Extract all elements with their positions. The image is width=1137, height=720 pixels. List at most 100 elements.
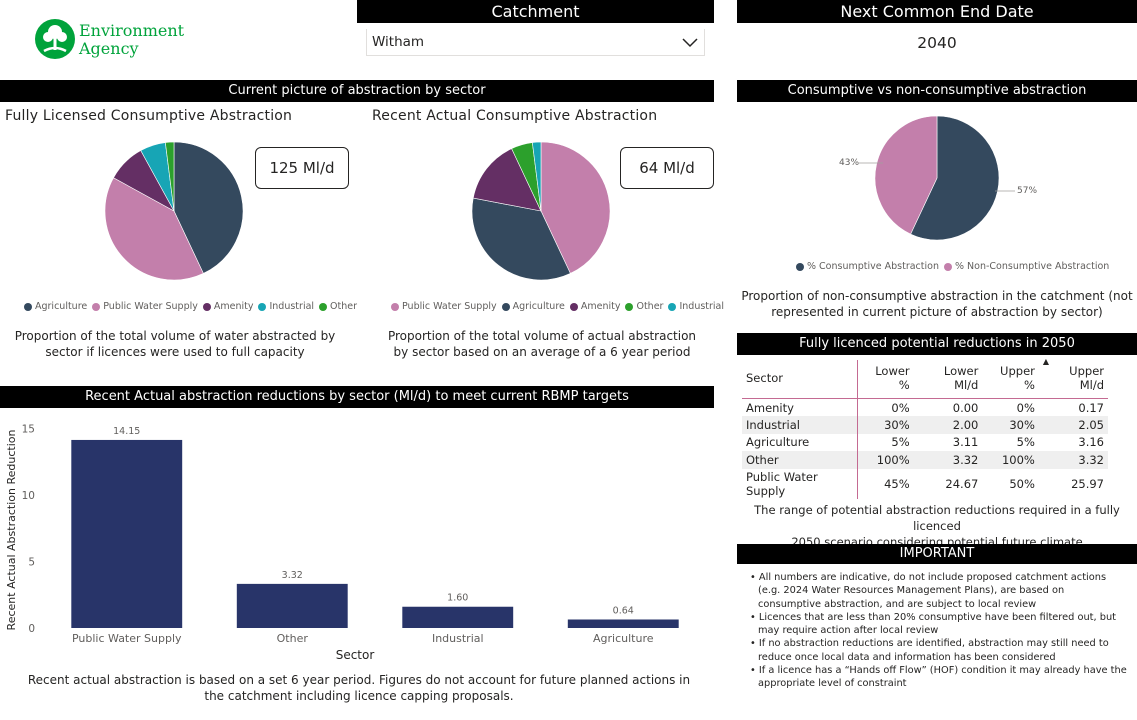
y-tick-label: 0: [28, 623, 35, 635]
table-row: Industrial 30% 2.00 30% 2.05: [742, 416, 1108, 434]
legend-item-non-consumptive-abstraction[interactable]: % Non-Consumptive Abstraction: [943, 261, 1109, 272]
y-axis-title: Recent Actual Abstraction Reduction: [5, 430, 18, 631]
legend-item-industrial[interactable]: Industrial: [668, 301, 724, 312]
cons-pie-legend: % Consumptive Abstraction % Non-Consumpti…: [796, 261, 1109, 272]
y-tick-label: 15: [22, 424, 35, 436]
legend-label: Other: [330, 301, 358, 312]
x-tick-label: Other: [277, 632, 309, 645]
licensed-caption-line2: sector if licences were used to full cap…: [45, 345, 305, 359]
logo-text-line2: Agency: [79, 39, 139, 58]
bar-public-water-supply[interactable]: [71, 439, 183, 628]
bar-other[interactable]: [236, 583, 348, 628]
legend-label: % Consumptive Abstraction: [807, 261, 939, 272]
recent-pie-legend: Public Water Supply Agriculture Amenity Oth…: [391, 301, 724, 312]
legend-item-other[interactable]: Other: [625, 301, 663, 312]
cons-vs-non-pie-chart: [874, 115, 1000, 241]
recent-caption-line1: Proportion of the total volume of actual…: [387, 329, 697, 343]
pie-slice-non-consumptive-abstraction[interactable]: [874, 115, 938, 235]
cell-upper-mld: 25.97: [1071, 476, 1104, 491]
x-axis-title: Sector: [336, 648, 375, 662]
y-tick-label: 5: [28, 557, 35, 569]
important-note: • If a licence has a “Hands off Flow” (H…: [750, 665, 1127, 690]
legend-label: Other: [636, 301, 664, 312]
legend-marker: [202, 302, 211, 311]
reductions-caption-line1: The range of potential abstraction reduc…: [754, 503, 1120, 533]
bar-industrial[interactable]: [402, 606, 514, 628]
important-note: • If no abstraction reductions are ident…: [750, 638, 1109, 663]
x-tick-label: Agriculture: [593, 632, 654, 645]
cons-vs-non-header: Consumptive vs non-consumptive abstracti…: [737, 80, 1137, 102]
legend-marker: [668, 302, 677, 311]
cell-lower-pct: 100%: [857, 451, 914, 469]
cell-upper-pct: 5%: [1016, 435, 1035, 450]
legend-marker: [569, 302, 578, 311]
legend-item-consumptive-abstraction[interactable]: % Consumptive Abstraction: [796, 261, 939, 272]
catchment-dropdown[interactable]: Witham: [366, 29, 705, 56]
col-header-upper-mld[interactable]: ▲ Upper Ml/d: [1038, 357, 1108, 399]
current-picture-header: Current picture of abstraction by sector: [0, 80, 714, 102]
recent-kpi-card: 64 Ml/d: [620, 147, 714, 189]
cell-sector: Other: [742, 451, 858, 469]
legend-label: Industrial: [269, 301, 315, 312]
cell-sector: Amenity: [742, 398, 858, 416]
pie-slice-agriculture[interactable]: [471, 197, 571, 281]
legend-item-amenity[interactable]: Amenity: [569, 301, 621, 312]
legend-label: Public Water Supply: [103, 301, 198, 312]
col-header-sector[interactable]: Sector: [742, 360, 858, 399]
cons-pie-label-right: 57%: [1017, 186, 1038, 196]
cell-upper-mld: 0.17: [1078, 400, 1104, 415]
legend-item-agriculture[interactable]: Agriculture: [501, 301, 565, 312]
pie-slice-consumptive-abstraction[interactable]: [910, 115, 1000, 241]
reductions-caption: The range of potential abstraction reduc…: [737, 502, 1137, 550]
sort-ascending-icon: ▲: [1042, 357, 1050, 366]
table-row: Other 100% 3.32 100% 3.32: [742, 451, 1108, 469]
legend-item-public-water-supply[interactable]: Public Water Supply: [391, 301, 497, 312]
important-header: IMPORTANT: [737, 544, 1137, 564]
important-note: • Licences that are less than 20% consum…: [750, 611, 1117, 637]
cell-lower-pct: 0%: [891, 400, 910, 415]
cons-caption-line2: represented in current picture of abstra…: [771, 305, 1103, 319]
legend-label: Amenity: [580, 301, 621, 312]
bar-data-label: 0.64: [613, 605, 634, 616]
pie-slice-industrial[interactable]: [532, 141, 542, 212]
legend-label: Industrial: [679, 301, 725, 312]
legend-item-agriculture[interactable]: Agriculture: [24, 301, 87, 312]
end-date-value: 2040: [917, 34, 957, 52]
legend-marker: [796, 262, 804, 271]
cell-upper-pct: 0%: [1016, 400, 1035, 415]
bar-chart-caption-line2: the catchment including licence capping …: [204, 689, 514, 703]
important-notes-list: • All numbers are indicative, do not inc…: [750, 571, 1130, 691]
bar-chart-header: Recent Actual abstraction reductions by …: [0, 386, 714, 408]
chevron-down-icon: [682, 38, 698, 48]
pie-slice-agriculture[interactable]: [173, 141, 244, 274]
legend-marker: [501, 302, 510, 311]
col-header-lower-pct[interactable]: Lower %: [857, 360, 914, 399]
legend-label: Amenity: [213, 301, 254, 312]
cell-sector: Industrial: [742, 416, 858, 434]
cell-lower-pct: 5%: [891, 435, 910, 450]
col-header-upper-pct[interactable]: Upper %: [982, 360, 1039, 399]
bar-agriculture[interactable]: [567, 619, 679, 628]
pie-slice-public-water-supply[interactable]: [104, 177, 204, 281]
col-header-lower-mld[interactable]: Lower Ml/d: [913, 360, 983, 399]
legend-item-amenity[interactable]: Amenity: [202, 301, 254, 312]
licensed-pie-chart: [104, 141, 244, 281]
reductions-table: Sector Lower % Lower Ml/d Upper % ▲ Uppe…: [742, 357, 1108, 499]
col-header-upper-mld-label: Upper Ml/d: [1069, 364, 1104, 392]
table-header-row: Sector Lower % Lower Ml/d Upper % ▲ Uppe…: [742, 357, 1108, 399]
legend-item-industrial[interactable]: Industrial: [258, 301, 314, 312]
pie-slice-amenity[interactable]: [472, 148, 542, 212]
pie-slice-other[interactable]: [165, 141, 175, 212]
legend-label: Agriculture: [512, 301, 565, 312]
legend-item-other[interactable]: Other: [319, 301, 357, 312]
pie-slice-public-water-supply[interactable]: [540, 141, 611, 274]
table-row: Agriculture 5% 3.11 5% 3.16: [742, 433, 1108, 451]
licensed-pie-legend: Agriculture Public Water Supply Amenity Ind…: [24, 301, 357, 312]
y-tick-label: 10: [22, 490, 35, 502]
recent-pie-title: Recent Actual Consumptive Abstraction: [372, 108, 658, 124]
licensed-caption-line1: Proportion of the total volume of water …: [14, 329, 336, 343]
legend-item-public-water-supply[interactable]: Public Water Supply: [92, 301, 198, 312]
cell-upper-mld: 2.05: [1038, 416, 1108, 434]
cons-caption-line1: Proportion of non-consumptive abstractio…: [741, 289, 1133, 303]
cons-pie-leader-lines: [859, 162, 1015, 192]
